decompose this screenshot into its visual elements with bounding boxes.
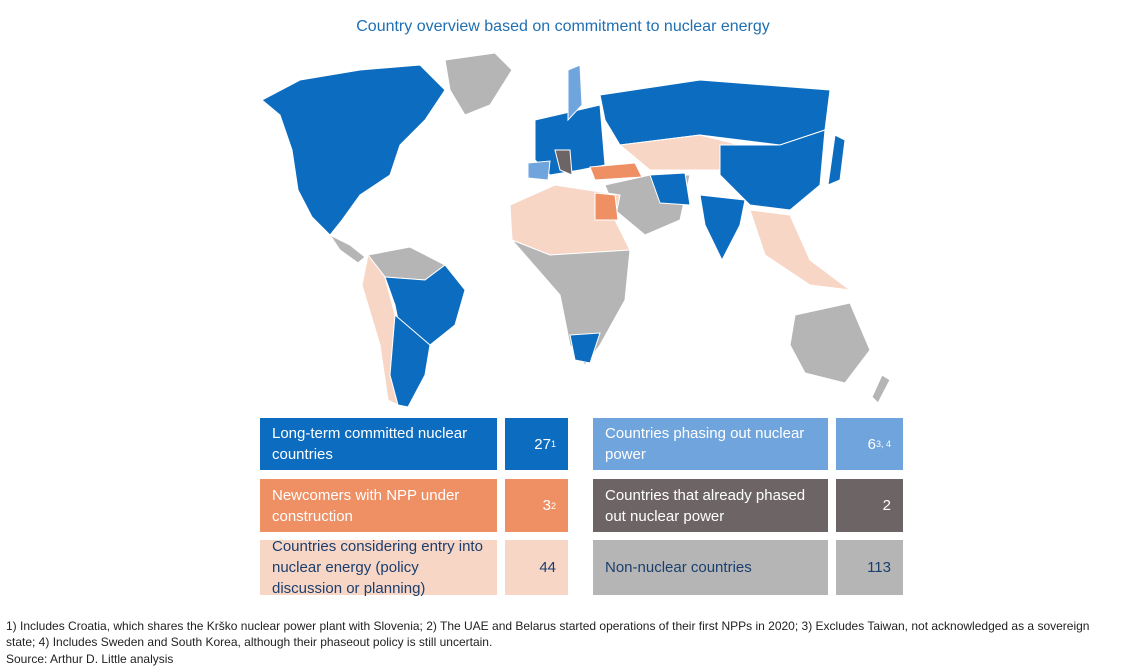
south-africa bbox=[569, 332, 601, 364]
source: Source: Arthur D. Little analysis bbox=[6, 652, 174, 666]
count-value: 3 bbox=[542, 497, 551, 514]
central-america bbox=[328, 233, 366, 264]
argentina bbox=[389, 313, 431, 408]
europe bbox=[534, 104, 606, 176]
count-value: 2 bbox=[882, 497, 891, 514]
legend-label: Countries considering entry into nuclear… bbox=[260, 538, 497, 597]
count-note: 2 bbox=[550, 500, 556, 511]
world-map bbox=[261, 52, 891, 408]
africa-south bbox=[511, 239, 631, 366]
italy bbox=[554, 149, 573, 176]
legend-label: Newcomers with NPP under construction bbox=[260, 479, 497, 532]
legend-count: 44 bbox=[505, 540, 568, 595]
china bbox=[719, 129, 826, 211]
egypt bbox=[594, 192, 619, 221]
legend-count: 6 3, 4 bbox=[836, 418, 903, 470]
southeast-asia bbox=[749, 209, 852, 291]
legend-label: Countries phasing out nuclear power bbox=[593, 418, 828, 470]
north-america bbox=[261, 64, 446, 236]
legend-label: Long-term committed nuclear countries bbox=[260, 418, 497, 470]
legend-count: 113 bbox=[836, 540, 903, 595]
footnote: 1) Includes Croatia, which shares the Kr… bbox=[6, 619, 1090, 649]
count-value: 44 bbox=[539, 559, 556, 576]
australia bbox=[789, 302, 871, 384]
count-note: 1 bbox=[550, 439, 556, 449]
legend-label: Non-nuclear countries bbox=[593, 540, 828, 595]
greenland bbox=[444, 52, 513, 116]
legend-label: Countries that already phased out nuclea… bbox=[593, 479, 828, 532]
legend-count: 2 bbox=[836, 479, 903, 532]
russia bbox=[599, 79, 831, 146]
count-note: 3, 4 bbox=[875, 439, 891, 449]
japan bbox=[827, 134, 846, 186]
sweden bbox=[567, 64, 583, 122]
count-value: 113 bbox=[867, 559, 891, 576]
new-zealand bbox=[871, 374, 891, 404]
spain bbox=[527, 160, 551, 181]
india bbox=[699, 194, 746, 262]
count-value: 6 bbox=[867, 435, 876, 453]
title: Country overview based on commitment to … bbox=[356, 18, 770, 35]
iran bbox=[649, 172, 691, 206]
count-value: 27 bbox=[534, 435, 551, 453]
legend-count: 27 1 bbox=[505, 418, 568, 470]
